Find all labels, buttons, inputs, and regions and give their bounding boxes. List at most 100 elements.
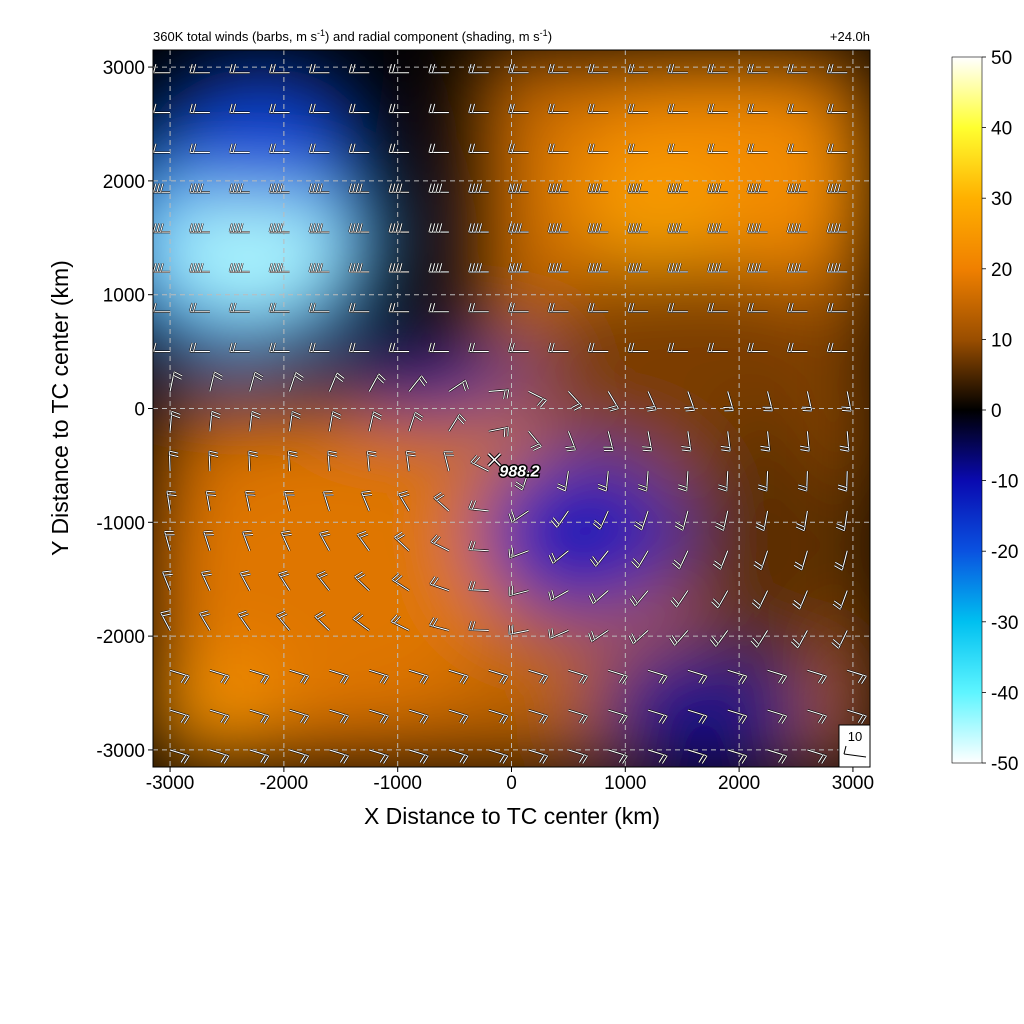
wind-barb (203, 531, 211, 551)
wind-barb (408, 375, 422, 392)
wind-barb-feather (508, 63, 512, 73)
wind-barb (448, 709, 469, 717)
wind-barb-feather (754, 561, 763, 567)
x-tick-label: -3000 (146, 773, 195, 794)
wind-barb-feather (582, 675, 588, 685)
colorbar-tick-label: 50 (991, 48, 1012, 69)
x-tick-label: 3000 (832, 773, 874, 794)
wind-barb (448, 749, 469, 757)
y-tick-label: 2000 (103, 172, 145, 193)
wind-barb (767, 709, 787, 717)
wind-barb-feather (798, 484, 807, 489)
wind-barb-feather (396, 534, 405, 540)
wind-barb-feather (830, 223, 834, 233)
wind-barb-feather (793, 564, 803, 571)
wind-barb-feather (710, 263, 715, 273)
forecast-time-label: +24.0h (830, 29, 870, 44)
wind-barb-feather (388, 342, 392, 352)
shade-region (471, 425, 518, 460)
wind-barb-feather (343, 675, 349, 685)
wind-barb-feather (239, 263, 244, 273)
wind-barb-feather (192, 223, 197, 233)
wind-barb-feather (388, 63, 392, 73)
wind-barb-feather (192, 103, 197, 113)
wind-barb-feather (627, 302, 631, 312)
wind-barb-feather (468, 302, 472, 312)
wind-barb-feather (470, 455, 478, 463)
wind-barb-feather (478, 223, 483, 233)
wind-barb (556, 510, 569, 528)
wind-barb (392, 579, 410, 592)
wind-barb-feather (471, 223, 476, 233)
wind-barb-feather (251, 410, 261, 416)
wind-barb (687, 749, 708, 757)
wind-barb-feather (428, 302, 432, 312)
wind-barb-feather (392, 342, 396, 352)
wind-barb-feather (160, 223, 164, 233)
wind-barb-feather (591, 63, 595, 73)
wind-barb-feather (861, 715, 867, 724)
wind-barb-feather (817, 714, 824, 723)
colorbar-tick-label: -40 (991, 683, 1018, 704)
wind-barb-feather (631, 302, 635, 312)
wind-barb-feather (792, 603, 800, 610)
wind-barb (647, 709, 668, 717)
wind-barb-feather (821, 675, 827, 685)
wind-barb-feather (415, 411, 424, 418)
wind-barb-feather (153, 263, 157, 273)
wind-barb-feather (667, 103, 671, 113)
wind-barb-feather (220, 674, 227, 684)
wind-barb-feather (378, 373, 386, 381)
shade-region (591, 169, 728, 261)
wind-barb-feather (839, 445, 849, 449)
colorbar-tick-label: 40 (991, 119, 1012, 140)
y-tick-label: 1000 (103, 286, 145, 307)
wind-barb (722, 510, 729, 531)
wind-barb-feather (150, 343, 152, 352)
wind-barb-feather (750, 640, 758, 648)
wind-barb-feather (821, 755, 827, 764)
wind-barb-feather (551, 223, 555, 233)
wind-barb-feather (308, 63, 313, 73)
wind-barb-feather (400, 493, 410, 498)
wind-barb-feather (180, 754, 187, 763)
wind-barb (599, 510, 609, 530)
wind-barb-feather (511, 302, 515, 312)
wind-barb-feather (753, 599, 761, 606)
wind-barb (799, 590, 808, 610)
wind-barb-feather (830, 103, 834, 113)
wind-barb-feather (627, 183, 631, 193)
wind-barb-feather (832, 603, 841, 610)
wind-barb (390, 620, 410, 631)
colorbar-tick-label: -50 (991, 754, 1018, 775)
wind-barb-feather (438, 263, 443, 273)
wind-barb-feather (750, 103, 754, 113)
wind-barb-feather (573, 405, 583, 411)
wind-barb-feather (539, 714, 545, 723)
wind-barb-feather (272, 342, 276, 352)
wind-barb-feather (153, 183, 157, 193)
wind-barb-feather (590, 558, 597, 567)
wind-barb (806, 431, 810, 452)
wind-barb-feather (578, 754, 585, 763)
wind-barb-feather (199, 610, 209, 614)
wind-barb-feather (475, 183, 479, 193)
wind-barb-feather (781, 675, 788, 685)
wind-barb (488, 709, 509, 717)
wind-barb-feather (150, 64, 152, 73)
wind-barb-feather (431, 263, 436, 273)
wind-barb-feather (399, 223, 403, 233)
wind-barb-feather (153, 104, 154, 106)
wind-barb-feather (248, 454, 258, 458)
wind-barb-feather (591, 302, 595, 312)
wind-barb-feather (508, 183, 512, 193)
wind-barb-feather (710, 103, 715, 113)
wind-barb (528, 430, 542, 447)
wind-barb-feather (548, 591, 552, 601)
wind-barb-feather (169, 450, 179, 454)
wind-barb-feather (183, 755, 190, 764)
wind-barb-feather (431, 223, 436, 233)
wind-barb-feather (312, 183, 316, 193)
wind-barb-feather (658, 714, 665, 723)
wind-barb-feather (232, 302, 237, 312)
